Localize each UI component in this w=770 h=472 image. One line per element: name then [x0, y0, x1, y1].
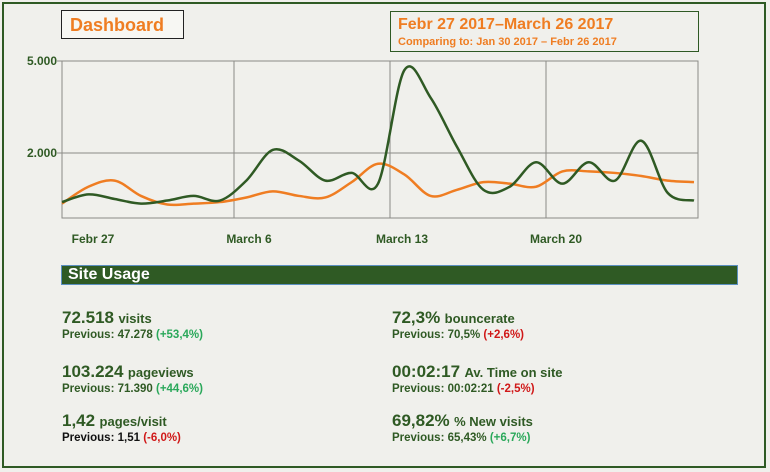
x-tick-label: March 6 — [226, 232, 272, 246]
new-visits-change: (+6,7%) — [489, 432, 531, 444]
pageviews-value: 103.224 — [62, 362, 124, 381]
time-on-site-change: (-2,5%) — [496, 383, 535, 395]
new-visits-unit: % New visits — [454, 414, 533, 429]
x-tick-label: Febr 27 — [72, 232, 115, 246]
comparison-range: Comparing to: Jan 30 2017 – Febr 26 2017 — [398, 36, 617, 48]
new-visits-value: 69,82% — [392, 411, 450, 430]
dashboard-title-box: Dashboard — [61, 10, 184, 39]
pageviews-unit: pageviews — [127, 365, 194, 380]
bouncerate-value: 72,3% — [392, 308, 441, 327]
bouncerate-previous: Previous: 70,5% — [392, 329, 481, 341]
y-tick-label: 2.000 — [27, 146, 57, 160]
date-range: Febr 27 2017–March 26 2017 — [398, 16, 614, 33]
bouncerate-unit: bouncerate — [444, 311, 515, 326]
dashboard-title: Dashboard — [70, 15, 165, 35]
site-usage-header: Site Usage — [61, 265, 738, 285]
pages-visit-value: 1,42 — [62, 411, 96, 430]
time-on-site-metric: 00:02:17 Av. Time on site Previous: 00:0… — [392, 362, 563, 395]
visits-change: (+53,4%) — [155, 329, 203, 341]
x-tick-label: March 13 — [376, 232, 428, 246]
time-on-site-unit: Av. Time on site — [464, 365, 563, 380]
pageviews-metric: 103.224 pageviews Previous: 71.390 (+44,… — [62, 362, 203, 395]
visits-value: 72.518 — [62, 308, 114, 327]
visits-unit: visits — [118, 311, 152, 326]
pages-visit-previous: Previous: 1,51 — [62, 432, 140, 444]
pageviews-change: (+44,6%) — [155, 383, 203, 395]
y-axis-labels: 5.000 2.000 — [27, 54, 57, 160]
y-tick-label: 5.000 — [27, 54, 57, 68]
pages-visit-change: (-6,0%) — [143, 432, 181, 444]
section-title: Site Usage — [68, 266, 150, 283]
chart-grid — [57, 60, 699, 219]
x-axis-labels: Febr 27 March 6 March 13 March 20 — [72, 232, 583, 246]
x-tick-label: March 20 — [530, 232, 582, 246]
visits-previous: Previous: 47.278 — [62, 329, 153, 341]
pages-visit-metric: 1,42 pages/visit Previous: 1,51 (-6,0%) — [62, 411, 181, 444]
dashboard-frame — [2, 2, 766, 468]
new-visits-metric: 69,82% % New visits Previous: 65,43% (+6… — [392, 411, 533, 444]
previous-period-line — [61, 162, 695, 207]
plot-border — [61, 60, 699, 219]
bouncerate-change: (+2,6%) — [483, 329, 525, 341]
visits-metric: 72.518 visits Previous: 47.278 (+53,4%) — [62, 308, 203, 341]
current-period-line — [61, 65, 695, 205]
bouncerate-metric: 72,3% bouncerate Previous: 70,5% (+2,6%) — [392, 308, 524, 341]
new-visits-previous: Previous: 65,43% — [392, 432, 487, 444]
time-on-site-value: 00:02:17 — [392, 362, 461, 381]
pages-visit-unit: pages/visit — [99, 414, 167, 429]
pageviews-previous: Previous: 71.390 — [62, 383, 153, 395]
date-range-box[interactable]: Febr 27 2017–March 26 2017 Comparing to:… — [390, 11, 699, 52]
time-on-site-previous: Previous: 00:02:21 — [392, 383, 494, 395]
visits-line-chart: 5.000 2.000 Febr 27 March 6 March 13 March 2… — [27, 54, 699, 246]
